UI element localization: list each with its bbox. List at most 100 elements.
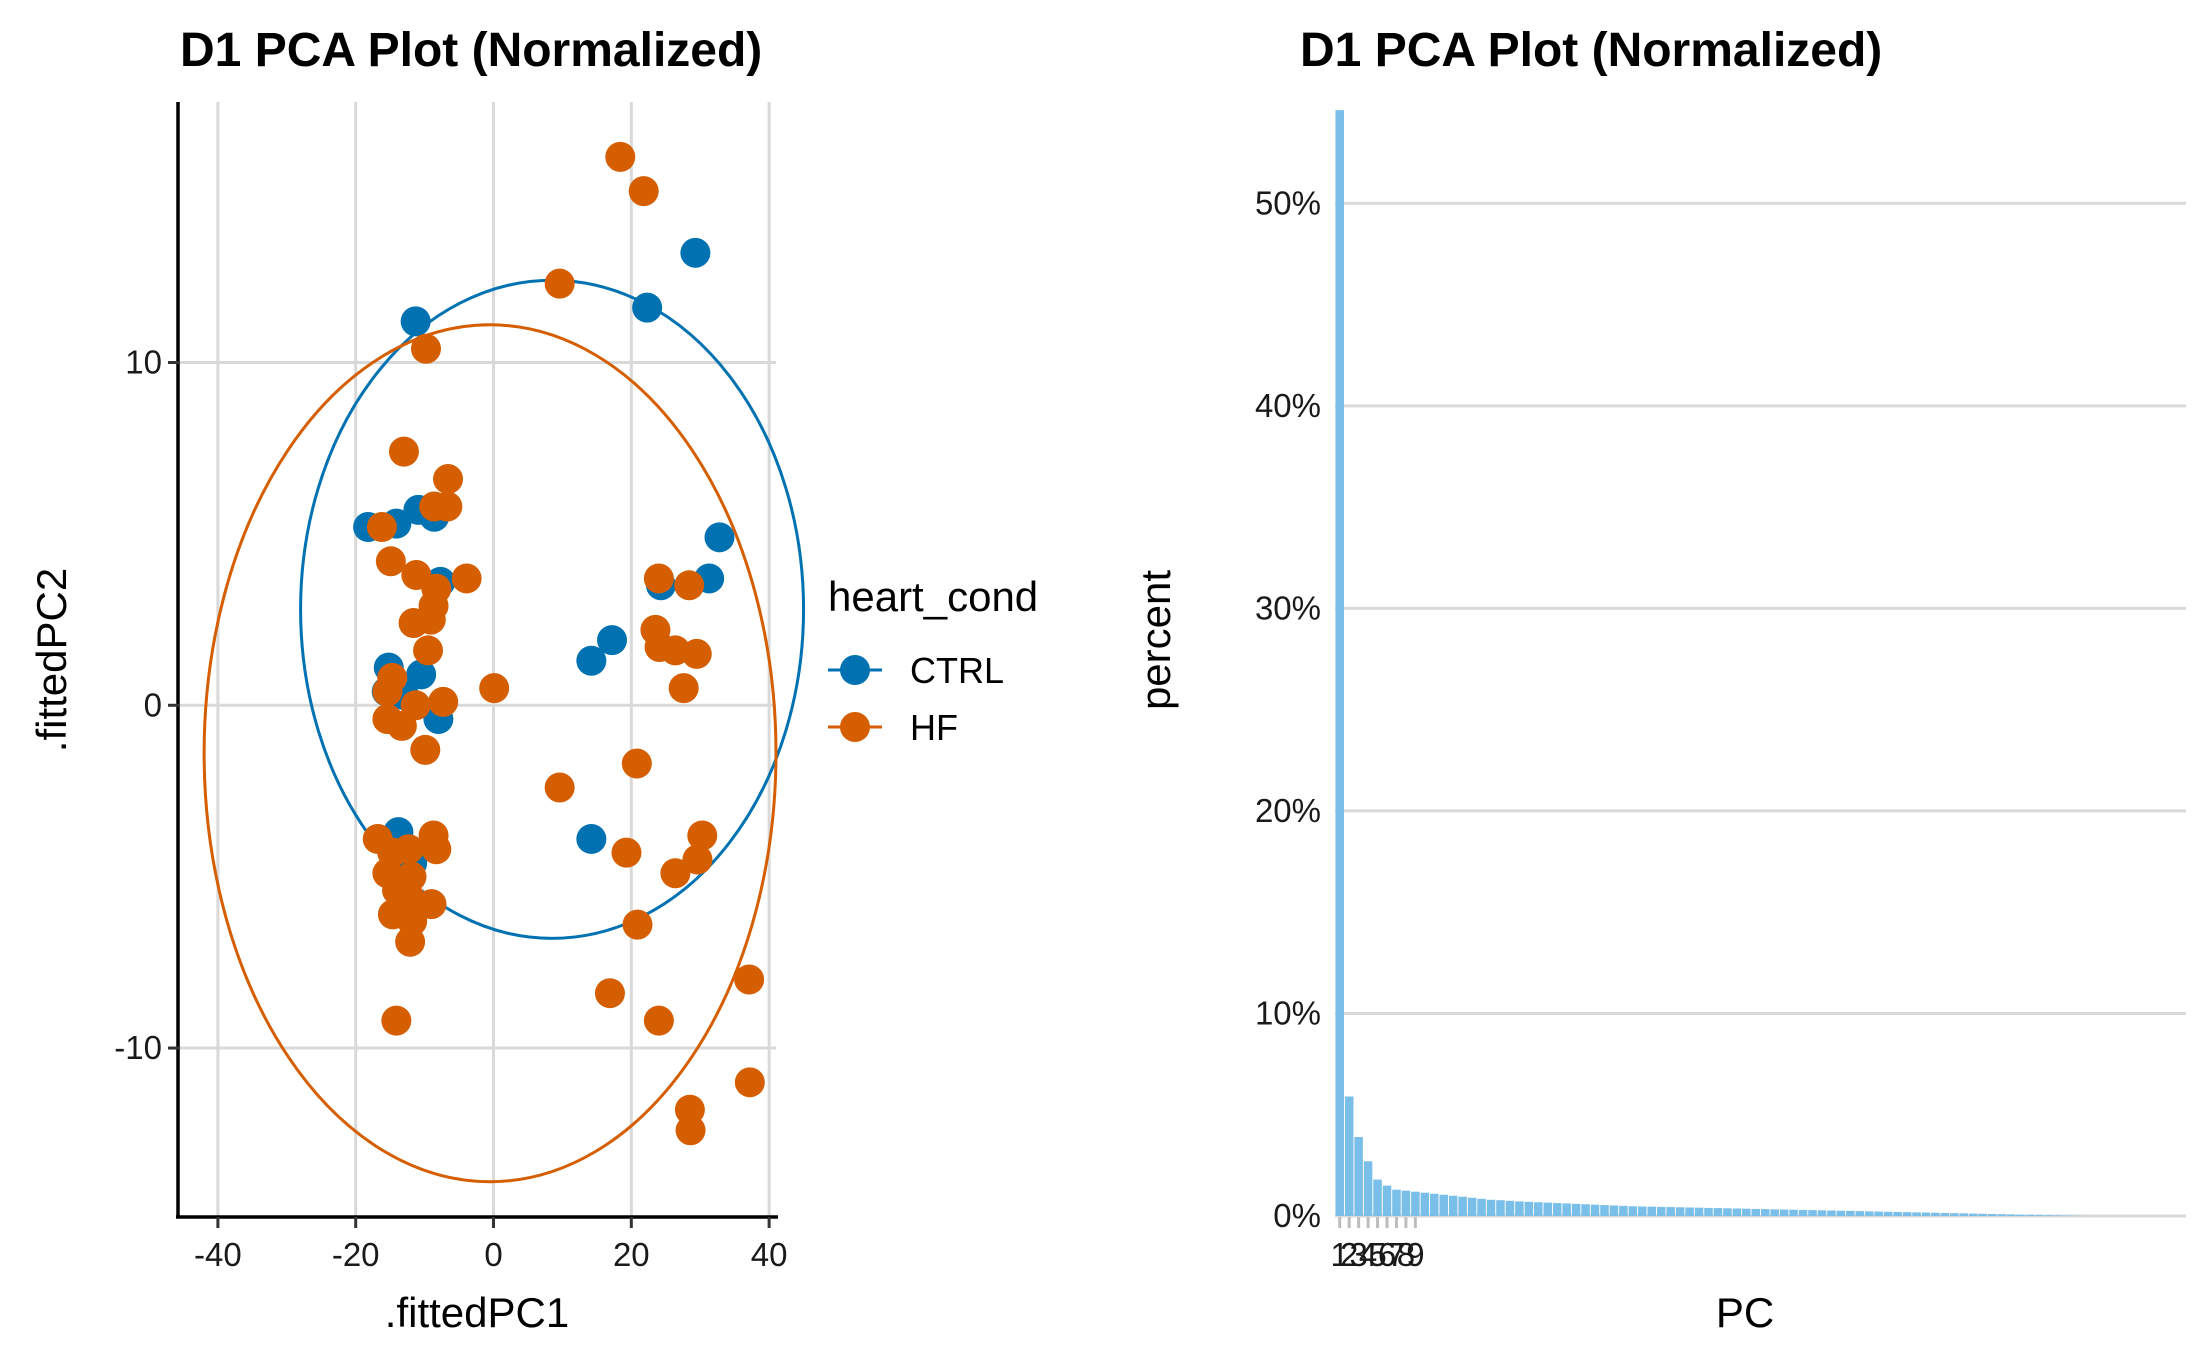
bar-pc6: [1382, 1185, 1392, 1216]
bar-pc64: [1931, 1212, 1940, 1216]
bar-pc27: [1581, 1204, 1590, 1216]
bar-pc26: [1571, 1203, 1581, 1216]
bar-pc53: [1827, 1210, 1836, 1216]
y-tick-label: 20%: [1255, 792, 1321, 829]
scatter-ticks: -40 -20 0 20 40 -10 0 10: [114, 344, 787, 1273]
bar-pc21: [1524, 1201, 1534, 1216]
bar-pc31: [1619, 1205, 1628, 1216]
bar-pc58: [1874, 1211, 1883, 1216]
bar-pc71: [1997, 1214, 2006, 1216]
point-hf: [734, 964, 765, 995]
point-hf: [416, 889, 447, 920]
bar-pc44: [1742, 1208, 1751, 1216]
legend-title: heart_cond: [828, 573, 1038, 620]
x-tick-label: 9: [1406, 1236, 1424, 1273]
point-ctrl: [704, 522, 735, 553]
bar-pc4: [1363, 1161, 1373, 1216]
point-hf: [421, 834, 452, 865]
x-axis-title-pc: PC: [1716, 1289, 1774, 1336]
bar-pc24: [1552, 1203, 1562, 1216]
bar-pc57: [1864, 1211, 1874, 1216]
point-hf: [433, 464, 464, 495]
bar-pc70: [1987, 1213, 1997, 1216]
y-tick-label: -10: [114, 1029, 162, 1066]
scatter-ellipses: [202, 278, 806, 1184]
y-tick-label: 0%: [1273, 1197, 1321, 1234]
point-hf: [413, 635, 444, 666]
y-tick-label: 50%: [1255, 184, 1321, 221]
bar-pc10: [1420, 1192, 1430, 1216]
point-hf: [410, 333, 441, 364]
bar-pc12: [1439, 1194, 1448, 1216]
bar-pc32: [1628, 1206, 1638, 1216]
point-hf: [410, 734, 441, 765]
y-tick-label: 10: [125, 344, 162, 381]
point-ctrl: [632, 292, 663, 323]
bar-pc3: [1354, 1137, 1363, 1216]
bar-pc52: [1817, 1210, 1827, 1216]
x-tick-label: 1: [1331, 1236, 1349, 1273]
point-hf: [682, 844, 713, 875]
bar-pc65: [1940, 1212, 1950, 1216]
bar-pc40: [1704, 1207, 1713, 1216]
point-ctrl: [680, 237, 711, 268]
bar-pc34: [1647, 1206, 1657, 1216]
y-tick-label: 40%: [1255, 387, 1321, 424]
x-tick-label: 0: [484, 1236, 502, 1273]
point-ctrl: [400, 306, 431, 337]
bar-pc69: [1978, 1213, 1987, 1216]
bar-pc59: [1883, 1211, 1893, 1216]
bar-pc25: [1562, 1203, 1571, 1216]
x-tick-label: 8: [1397, 1236, 1415, 1273]
bar-pc63: [1921, 1212, 1931, 1216]
legend: heart_cond CTRL HF: [828, 573, 1038, 748]
bar-title: D1 PCA Plot (Normalized): [1300, 24, 1882, 77]
bar-pc75: [2035, 1214, 2044, 1216]
bar-pc17: [1486, 1199, 1496, 1216]
point-hf: [628, 176, 659, 207]
bar-pc2: [1344, 1096, 1354, 1216]
bar-pc42: [1723, 1208, 1732, 1216]
x-tick-label: 2: [1340, 1236, 1358, 1273]
bar-pc1: [1335, 110, 1344, 1217]
point-hf: [674, 570, 705, 601]
bar-pc73: [2016, 1214, 2025, 1216]
x-tick-label: 5: [1368, 1236, 1386, 1273]
y-axis-title: .fittedPC2: [28, 568, 75, 752]
bar-pc36: [1666, 1207, 1675, 1216]
bar-pc54: [1836, 1210, 1846, 1216]
point-hf: [594, 978, 625, 1009]
x-tick-label: -20: [332, 1236, 380, 1273]
bar-pc7: [1392, 1189, 1401, 1216]
bar-pc22: [1534, 1202, 1543, 1216]
bar-pc56: [1855, 1211, 1865, 1216]
bar-pc35: [1656, 1206, 1666, 1216]
point-hf: [479, 673, 510, 704]
bar-gridlines: [1335, 201, 2186, 1218]
point-hf: [643, 1005, 674, 1036]
bar-pc20: [1515, 1201, 1524, 1216]
point-hf: [675, 1115, 706, 1146]
point-hf: [544, 772, 575, 803]
point-ctrl: [406, 659, 437, 690]
point-hf: [388, 436, 419, 467]
point-hf: [386, 710, 417, 741]
bar-pc77: [2054, 1215, 2063, 1216]
point-hf: [419, 491, 450, 522]
y-axis-title-percent: percent: [1132, 570, 1179, 710]
legend-label-ctrl: CTRL: [910, 650, 1004, 691]
bar-pc33: [1638, 1206, 1647, 1216]
bar-pc9: [1411, 1191, 1420, 1216]
point-hf: [660, 858, 691, 889]
point-hf: [377, 662, 408, 693]
bar-pc18: [1496, 1200, 1505, 1216]
x-tick-label: 6: [1378, 1236, 1396, 1273]
bars: [1335, 110, 2082, 1217]
bar-pc30: [1609, 1205, 1619, 1216]
x-tick-label: 4: [1359, 1236, 1377, 1273]
bar-pc15: [1467, 1197, 1477, 1216]
bar-pc46: [1760, 1209, 1770, 1216]
point-hf: [428, 686, 459, 717]
point-hf: [622, 909, 653, 940]
